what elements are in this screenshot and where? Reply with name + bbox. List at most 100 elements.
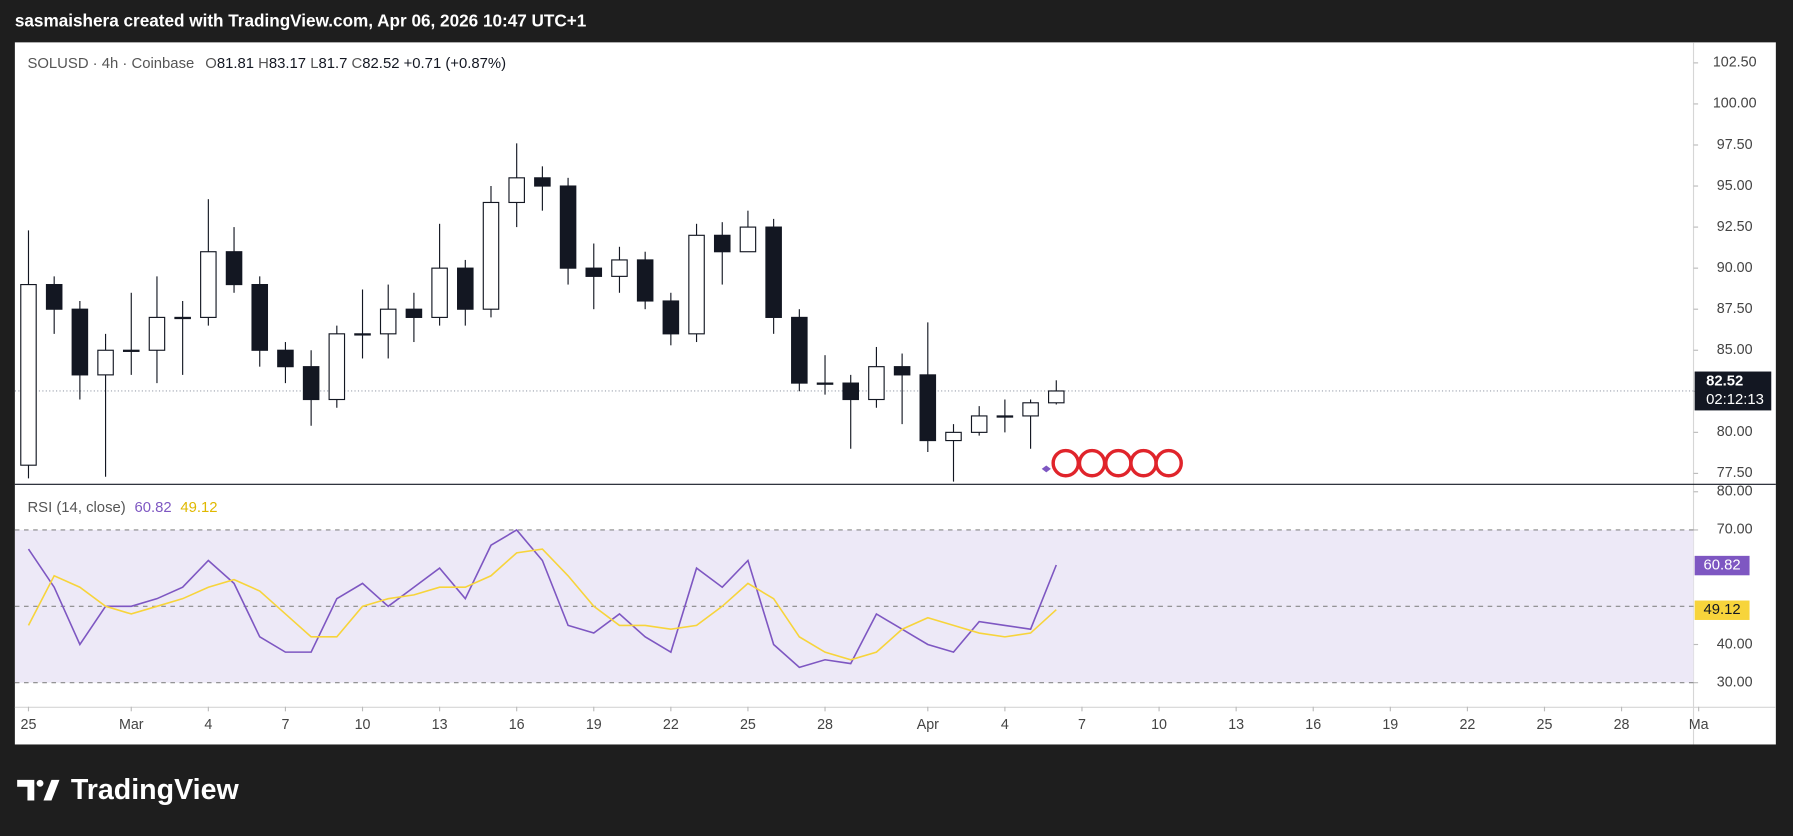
value-tag-label: 49.12 <box>1704 602 1741 618</box>
x-tick-label: 25 <box>740 717 756 733</box>
candle-body <box>148 316 166 351</box>
candle-body <box>611 259 628 277</box>
y-tick-label: 30.00 <box>1717 674 1753 690</box>
candle-body <box>996 415 1014 418</box>
candle-body <box>1048 390 1065 404</box>
symbol: SOLUSD · 4h · Coinbase <box>27 56 194 72</box>
rsi-title: RSI (14, close) <box>27 500 125 516</box>
candle-body <box>508 177 525 204</box>
candle-body <box>457 267 474 310</box>
y-tick-label: 92.50 <box>1717 219 1753 235</box>
x-tick-label: 16 <box>509 717 525 733</box>
ohlc-value: 81.7 <box>318 56 347 72</box>
header: sasmaishera created with TradingView.com… <box>15 10 587 30</box>
logo-text: TradingView <box>71 774 240 806</box>
candle-body <box>893 366 911 376</box>
ohlc-label: H <box>258 56 269 72</box>
candle-body <box>765 226 782 318</box>
value-tag-label: 60.82 <box>1704 557 1741 573</box>
candle-body <box>71 308 89 376</box>
candle-body <box>277 349 294 368</box>
rsi-band <box>14 529 1694 683</box>
candle-body <box>302 366 320 401</box>
x-tick-label: 7 <box>1078 717 1086 733</box>
event-icon <box>1129 448 1158 478</box>
candle-body <box>20 283 37 466</box>
event-icon <box>1077 448 1107 478</box>
x-tick-label: 7 <box>281 717 289 733</box>
candle-body <box>1022 402 1039 417</box>
value-tag <box>1694 555 1750 576</box>
y-tick-label: 70.00 <box>1717 522 1753 538</box>
logo-mark <box>43 779 60 801</box>
candle-body <box>791 316 808 384</box>
ohlc-value: 81.81 <box>217 56 254 72</box>
change: +0.71 <box>404 56 442 72</box>
candle-body <box>534 177 551 187</box>
candle-body <box>482 201 500 310</box>
price-tag <box>1694 371 1772 411</box>
x-tick-label: 22 <box>663 717 679 733</box>
event-icons <box>1041 448 1183 478</box>
x-tick-label: 10 <box>355 717 371 733</box>
candle-body <box>225 251 243 286</box>
x-tick-label: 28 <box>1614 717 1630 733</box>
candle-body <box>174 316 191 320</box>
candle-body <box>739 226 757 253</box>
candle-body <box>636 259 654 302</box>
candle-body <box>713 234 731 253</box>
rsi-value: 60.82 <box>134 500 171 516</box>
y-tick-label: 87.50 <box>1717 301 1753 317</box>
candle-body <box>405 308 423 318</box>
x-tick-label: 13 <box>1228 717 1244 733</box>
change-percent: (+0.87%) <box>445 56 506 72</box>
y-tick-label: 97.50 <box>1717 137 1753 153</box>
candle-body <box>842 382 860 401</box>
candle-body <box>122 349 140 352</box>
y-tick-label: 90.00 <box>1717 260 1753 276</box>
candle-body <box>379 308 397 335</box>
candle-body <box>585 267 603 277</box>
x-tick-label: 19 <box>586 717 602 733</box>
x-tick-label: 25 <box>1537 717 1553 733</box>
price-tag-value: 82.52 <box>1706 374 1743 390</box>
x-tick-label: 19 <box>1382 717 1398 733</box>
x-tick-label: 22 <box>1459 717 1475 733</box>
y-tick-label: 40.00 <box>1717 636 1753 652</box>
x-tick-label: 28 <box>817 717 833 733</box>
value-tag <box>1694 600 1750 620</box>
ohlc-value: 82.52 <box>362 56 399 72</box>
candle-body <box>662 300 680 335</box>
x-tick-label: Mar <box>119 717 144 733</box>
candle-body <box>45 283 63 310</box>
candle-body <box>868 366 885 401</box>
y-tick-label: 80.00 <box>1717 424 1753 440</box>
candle-body <box>816 382 834 385</box>
logo-mark <box>36 779 44 787</box>
rsi-line <box>27 528 1058 669</box>
ohlc-value: 83.17 <box>269 56 306 72</box>
candle-body <box>919 374 937 442</box>
rsi-legend: RSI (14, close) 60.82 49.12 <box>27 500 217 516</box>
y-tick-label: 85.00 <box>1717 342 1753 358</box>
rsi-line <box>27 548 1057 661</box>
candle-body <box>559 185 577 269</box>
logo: TradingView <box>17 774 239 806</box>
rsi-pane <box>14 528 1694 684</box>
x-tick-label: 4 <box>204 717 212 733</box>
x-tick-label: Apr <box>917 717 939 733</box>
candle-body <box>945 431 962 442</box>
candle-body <box>251 283 269 351</box>
ohlc-label: C <box>352 56 363 72</box>
ohlc-label: O <box>205 56 217 72</box>
logo-mark <box>17 779 35 801</box>
candle-body <box>688 234 705 335</box>
candle-body <box>431 267 448 318</box>
axes: 77.5080.0082.5085.0087.5090.0092.5095.00… <box>21 55 1772 733</box>
rsi-ma-value: 49.12 <box>180 500 217 516</box>
x-tick-label: 13 <box>432 717 448 733</box>
price-pane <box>14 143 1694 482</box>
candle-body <box>970 415 988 433</box>
